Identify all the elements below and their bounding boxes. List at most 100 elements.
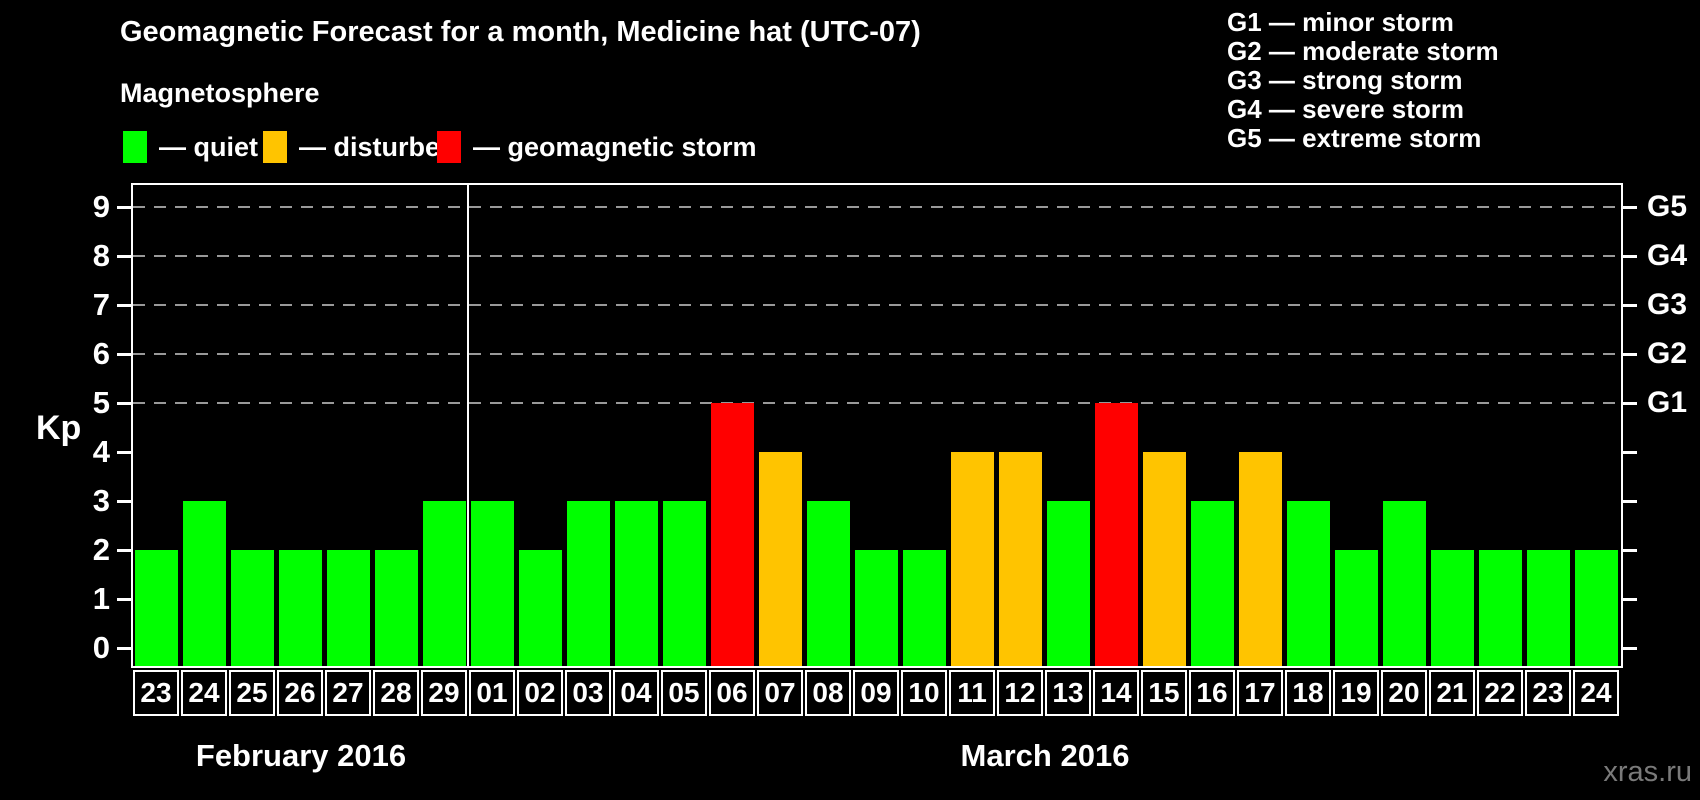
g-legend-line-1: G1 — minor storm [1227,7,1454,37]
kp-bar-day-06 [711,403,754,666]
plot-area [131,183,1623,668]
date-cell-07: 07 [757,670,803,716]
kp-bar-day-11 [951,452,994,666]
kp-bar-day-24 [183,501,226,666]
right-axis-label-g3: G3 [1647,288,1688,321]
kp-bar-day-01 [471,501,514,666]
kp-bar-day-28 [375,550,418,666]
gridline-kp-9 [133,206,1621,208]
date-cell-16: 16 [1189,670,1235,716]
right-tick-3 [1623,500,1637,503]
kp-bar-day-23 [1527,550,1570,666]
magnetosphere-label: Magnetosphere [120,78,320,108]
y-tick-label-7: 7 [92,287,110,322]
legend-item-quiet: — quiet [123,130,258,164]
date-cell-12: 12 [997,670,1043,716]
month-separator [467,185,469,666]
kp-bar-day-08 [807,501,850,666]
right-tick-2 [1623,549,1637,552]
right-tick-1 [1623,598,1637,601]
month-label-1: February 2016 [195,738,407,773]
date-cell-05: 05 [661,670,707,716]
date-cell-25: 25 [229,670,275,716]
gridline-kp-8 [133,255,1621,257]
kp-bar-day-04 [615,501,658,666]
right-tick-7 [1623,304,1637,307]
y-tick-9 [117,206,131,209]
date-cell-20: 20 [1381,670,1427,716]
kp-bar-day-17 [1239,452,1282,666]
date-cell-06: 06 [709,670,755,716]
y-tick-label-6: 6 [92,336,110,371]
right-tick-4 [1623,451,1637,454]
legend-label-storm: — geomagnetic storm [473,131,757,162]
date-cell-24: 24 [181,670,227,716]
kp-bar-day-13 [1047,501,1090,666]
y-tick-label-9: 9 [92,189,110,224]
date-cell-03: 03 [565,670,611,716]
date-cell-22: 22 [1477,670,1523,716]
date-cell-24: 24 [1573,670,1619,716]
kp-bar-day-07 [759,452,802,666]
right-tick-0 [1623,647,1637,650]
g-legend-line-4: G4 — severe storm [1227,94,1465,124]
date-cell-08: 08 [805,670,851,716]
y-tick-6 [117,353,131,356]
date-cell-11: 11 [949,670,995,716]
kp-bar-day-09 [855,550,898,666]
date-cell-19: 19 [1333,670,1379,716]
date-cell-01: 01 [469,670,515,716]
kp-bar-day-10 [903,550,946,666]
kp-bar-day-12 [999,452,1042,666]
date-cell-23: 23 [133,670,179,716]
y-axis-label: Kp [36,409,82,447]
g-scale-legend: G1 — minor storm G2 — moderate storm G3 — … [1227,8,1499,153]
date-cell-15: 15 [1141,670,1187,716]
kp-bar-day-24 [1575,550,1618,666]
g-legend-line-5: G5 — extreme storm [1227,123,1482,153]
y-tick-4 [117,451,131,454]
y-tick-label-1: 1 [92,581,110,616]
kp-bar-day-27 [327,550,370,666]
month-label-2: March 2016 [960,738,1130,773]
y-tick-1 [117,598,131,601]
legend-swatch-quiet [123,131,147,163]
right-axis-label-g2: G2 [1647,337,1688,370]
kp-bar-day-16 [1191,501,1234,666]
y-tick-label-0: 0 [92,630,110,665]
gridline-kp-6 [133,353,1621,355]
right-tick-5 [1623,402,1637,405]
legend-item-disturbed: — disturbed [263,130,457,164]
legend-label-disturbed: — disturbed [299,131,457,162]
right-axis-label-g1: G1 [1647,386,1688,419]
kp-bar-day-19 [1335,550,1378,666]
legend-swatch-disturbed [263,131,287,163]
y-tick-label-4: 4 [92,434,110,469]
y-tick-label-2: 2 [92,532,110,567]
y-tick-8 [117,255,131,258]
kp-bar-day-05 [663,501,706,666]
date-cell-23: 23 [1525,670,1571,716]
page-title: Geomagnetic Forecast for a month, Medici… [120,16,921,48]
date-cell-13: 13 [1045,670,1091,716]
date-cell-18: 18 [1285,670,1331,716]
date-cell-26: 26 [277,670,323,716]
kp-bar-day-02 [519,550,562,666]
kp-bar-day-18 [1287,501,1330,666]
gridline-kp-7 [133,304,1621,306]
date-cell-10: 10 [901,670,947,716]
date-cell-17: 17 [1237,670,1283,716]
y-tick-label-5: 5 [92,385,110,420]
date-cell-09: 09 [853,670,899,716]
y-tick-7 [117,304,131,307]
watermark: xras.ru [1603,756,1692,788]
kp-bar-day-20 [1383,501,1426,666]
right-axis-label-g4: G4 [1647,239,1688,272]
y-tick-label-3: 3 [92,483,110,518]
kp-bar-day-25 [231,550,274,666]
date-cell-28: 28 [373,670,419,716]
right-tick-8 [1623,255,1637,258]
right-tick-6 [1623,353,1637,356]
date-cell-21: 21 [1429,670,1475,716]
